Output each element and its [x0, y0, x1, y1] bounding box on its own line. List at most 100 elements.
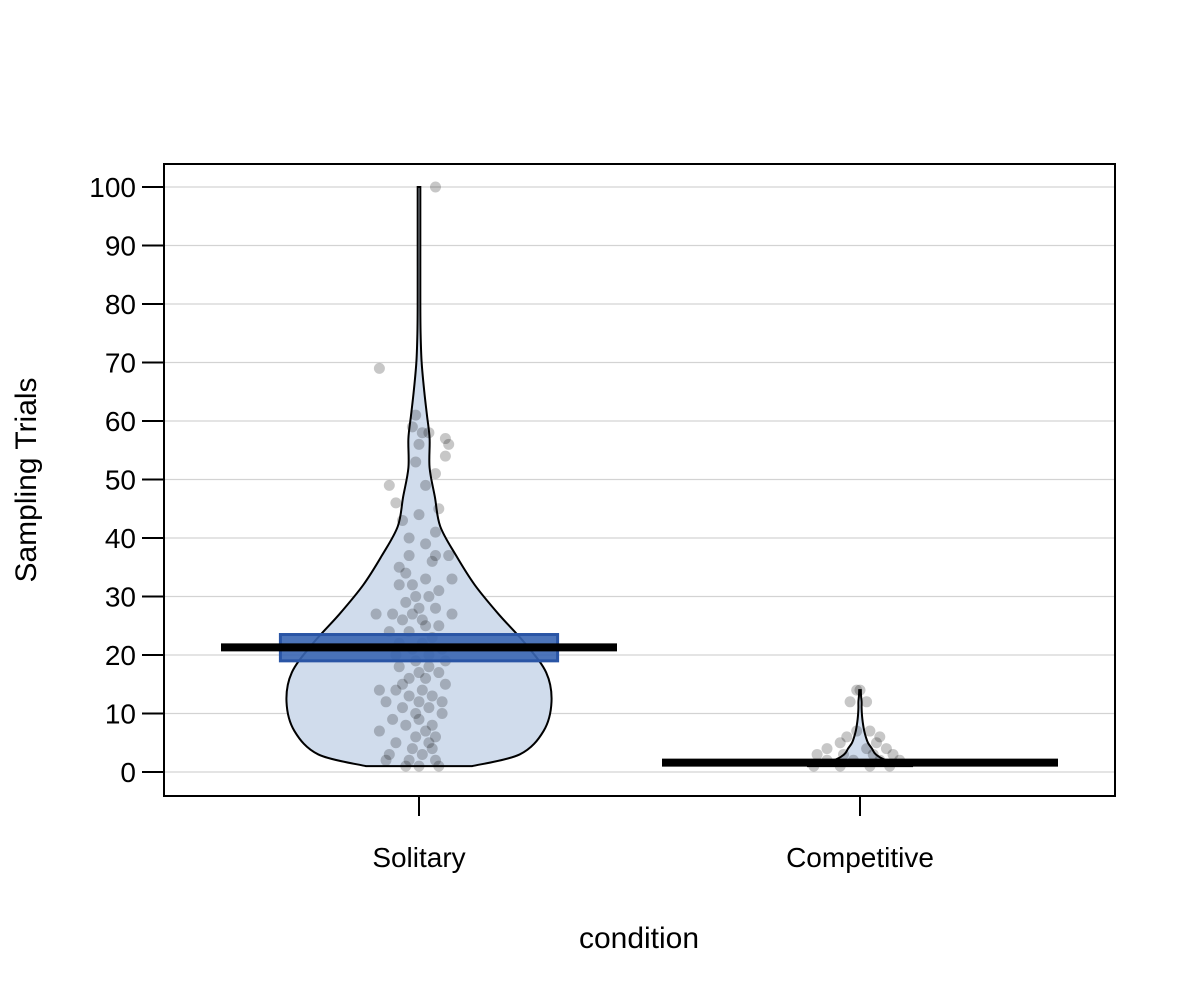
data-point — [393, 579, 405, 591]
y-tick-label: 60 — [105, 406, 136, 437]
data-points — [370, 181, 906, 772]
data-point — [433, 667, 445, 679]
y-tick-label: 100 — [89, 172, 136, 203]
data-point — [433, 760, 445, 772]
data-point — [426, 719, 438, 731]
data-point — [413, 760, 425, 772]
data-point — [864, 725, 876, 737]
data-point — [443, 438, 455, 450]
data-point — [373, 684, 385, 696]
data-point — [380, 754, 392, 766]
data-point — [413, 438, 425, 450]
data-point — [838, 748, 849, 760]
data-point — [430, 550, 441, 562]
data-point — [413, 667, 425, 679]
y-tick-label: 50 — [105, 465, 136, 496]
data-point — [370, 608, 382, 620]
data-point — [416, 748, 428, 760]
y-tick-label: 0 — [120, 757, 136, 788]
data-point — [811, 748, 823, 760]
data-point — [406, 743, 418, 755]
data-point — [420, 538, 432, 550]
data-point — [433, 503, 445, 515]
data-point — [400, 567, 412, 579]
data-point — [430, 754, 441, 766]
data-point — [410, 731, 422, 743]
data-point — [420, 573, 432, 585]
data-point — [390, 684, 402, 696]
data-point — [413, 713, 425, 725]
data-point — [413, 602, 425, 614]
data-point — [420, 672, 432, 684]
data-point — [423, 702, 435, 714]
data-point — [420, 620, 432, 632]
x-axis-title: condition — [579, 922, 699, 955]
data-point — [403, 532, 415, 544]
data-point — [410, 708, 422, 719]
y-tick-label: 80 — [105, 289, 136, 320]
data-point — [426, 555, 438, 567]
x-axis: Solitary Competitive — [372, 796, 934, 873]
data-point — [416, 614, 428, 626]
data-point — [406, 608, 418, 620]
data-point — [403, 672, 415, 684]
data-point — [426, 743, 438, 755]
data-point — [390, 497, 402, 509]
data-point — [430, 526, 441, 538]
data-point — [821, 743, 833, 755]
data-point — [436, 696, 448, 708]
data-point — [400, 719, 412, 731]
data-point — [373, 362, 385, 374]
data-point — [874, 731, 886, 743]
data-point — [423, 591, 435, 602]
data-point — [410, 456, 422, 468]
violin-competitive — [806, 689, 914, 768]
data-point — [861, 743, 873, 755]
data-point — [880, 743, 892, 755]
data-point — [383, 479, 395, 491]
data-point — [423, 661, 435, 673]
data-point — [416, 427, 428, 439]
data-point — [387, 713, 399, 725]
data-point — [400, 596, 412, 608]
data-point — [420, 725, 432, 737]
data-point — [397, 678, 408, 690]
data-point — [433, 620, 445, 632]
y-tick-label: 20 — [105, 640, 136, 671]
mean-markers — [221, 633, 1058, 767]
data-point — [390, 737, 402, 749]
data-point — [443, 550, 455, 562]
data-point — [867, 748, 879, 760]
data-point — [436, 708, 448, 719]
x-tick-label-solitary: Solitary — [372, 842, 465, 873]
data-point — [387, 608, 399, 620]
data-point — [397, 514, 408, 526]
data-point — [861, 696, 873, 708]
data-point — [383, 748, 395, 760]
data-point — [433, 585, 445, 597]
data-point — [406, 421, 418, 433]
data-point — [397, 614, 408, 626]
data-point — [439, 433, 451, 445]
data-point — [400, 760, 412, 772]
data-point — [851, 725, 863, 737]
data-point — [426, 690, 438, 702]
data-point — [423, 737, 435, 749]
y-tick-label: 90 — [105, 231, 136, 262]
data-point — [403, 754, 415, 766]
data-point — [373, 725, 385, 737]
data-point — [413, 509, 425, 521]
data-point — [403, 690, 415, 702]
data-point — [397, 702, 408, 714]
data-point — [446, 573, 458, 585]
data-point — [380, 696, 392, 708]
y-axis: 0 10 20 30 40 50 60 70 80 90 100 — [89, 172, 164, 788]
data-point — [410, 591, 422, 602]
data-point — [871, 737, 882, 749]
data-point — [413, 696, 425, 708]
y-axis-title: Sampling Trials — [10, 377, 43, 582]
data-point — [430, 181, 441, 193]
data-point — [854, 684, 866, 696]
data-point — [410, 409, 422, 421]
